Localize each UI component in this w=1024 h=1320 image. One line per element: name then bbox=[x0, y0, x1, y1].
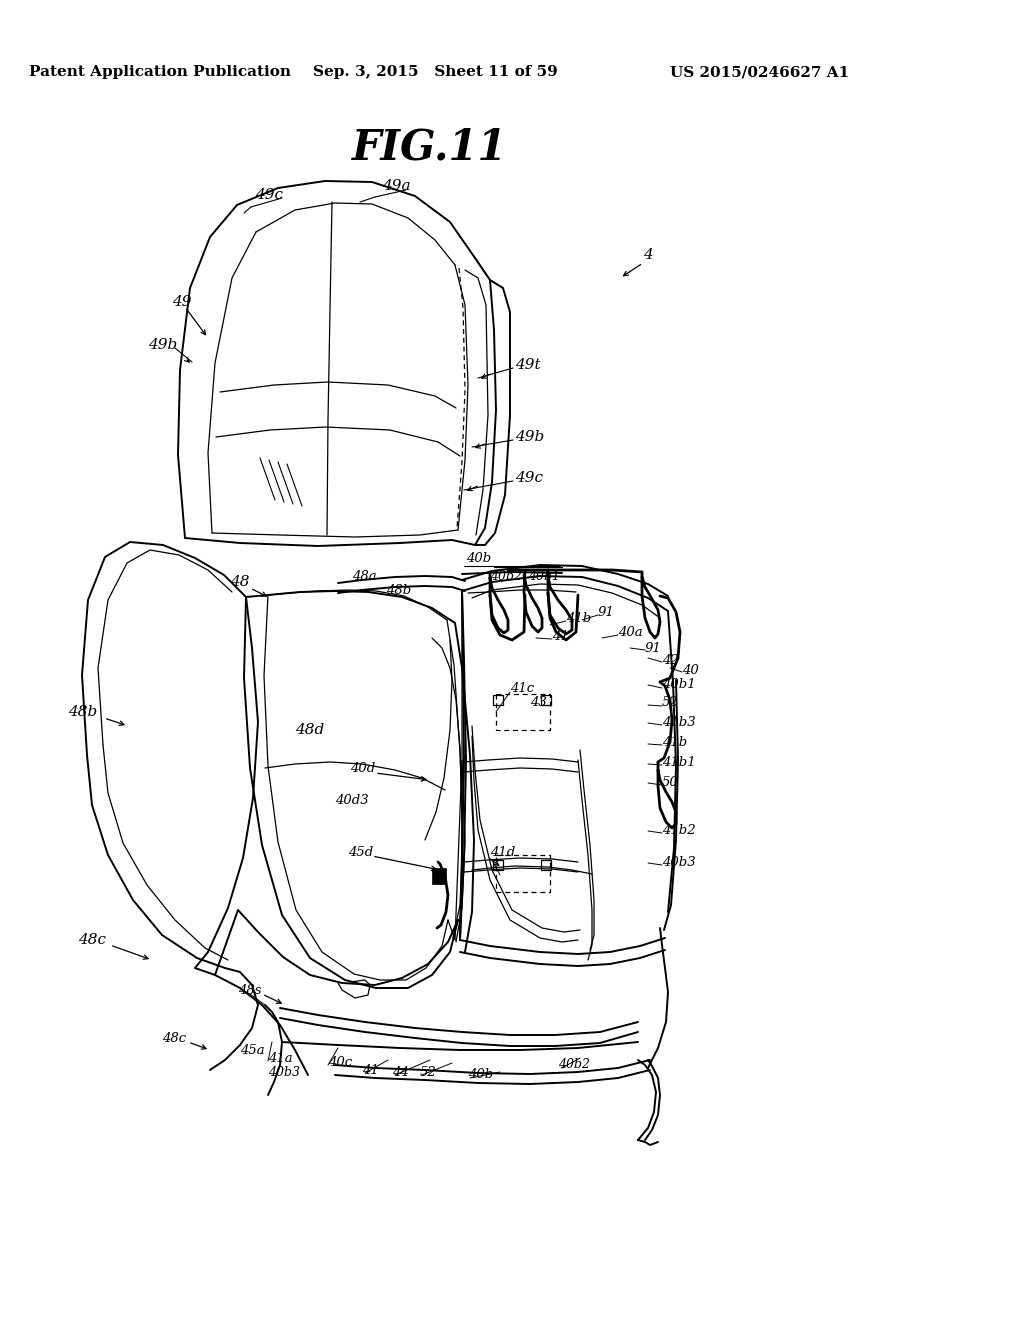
Text: 41: 41 bbox=[362, 1064, 379, 1077]
Text: 4: 4 bbox=[643, 248, 652, 261]
Text: 41: 41 bbox=[552, 630, 568, 643]
Text: 40b1: 40b1 bbox=[662, 678, 695, 692]
Text: 40: 40 bbox=[682, 664, 698, 676]
Text: 41b1: 41b1 bbox=[662, 755, 695, 768]
Text: 50: 50 bbox=[662, 776, 679, 788]
Text: 40d3: 40d3 bbox=[335, 793, 369, 807]
Text: 49c: 49c bbox=[515, 471, 543, 484]
Text: 41c: 41c bbox=[510, 681, 535, 694]
Text: 49c: 49c bbox=[255, 187, 283, 202]
Text: 41b: 41b bbox=[566, 611, 591, 624]
Text: Sep. 3, 2015   Sheet 11 of 59: Sep. 3, 2015 Sheet 11 of 59 bbox=[312, 65, 557, 79]
Text: 52: 52 bbox=[420, 1065, 437, 1078]
Text: 40b3: 40b3 bbox=[268, 1065, 300, 1078]
Text: 49t: 49t bbox=[515, 358, 541, 372]
Text: 42: 42 bbox=[662, 653, 679, 667]
Text: 91: 91 bbox=[598, 606, 614, 619]
Text: 40b3: 40b3 bbox=[662, 855, 695, 869]
Text: 48d: 48d bbox=[295, 723, 325, 737]
Text: 48b: 48b bbox=[68, 705, 97, 719]
Text: 40b: 40b bbox=[468, 1068, 494, 1081]
Text: 40c: 40c bbox=[328, 1056, 352, 1068]
Text: 41b: 41b bbox=[662, 735, 687, 748]
Bar bbox=[493, 861, 503, 870]
Text: 49b: 49b bbox=[515, 430, 544, 444]
Text: 40a: 40a bbox=[618, 626, 643, 639]
Text: 48c: 48c bbox=[78, 933, 106, 946]
Text: 91: 91 bbox=[645, 642, 662, 655]
Text: 40b2: 40b2 bbox=[490, 569, 522, 582]
Text: 40d: 40d bbox=[350, 762, 375, 775]
Text: 48c: 48c bbox=[162, 1031, 186, 1044]
Text: 52: 52 bbox=[662, 697, 679, 710]
Text: 48b: 48b bbox=[386, 583, 412, 597]
Text: 45a: 45a bbox=[240, 1044, 264, 1056]
Text: 43: 43 bbox=[530, 697, 547, 710]
Bar bbox=[541, 696, 551, 705]
Text: 44: 44 bbox=[392, 1065, 409, 1078]
Text: 49b: 49b bbox=[148, 338, 177, 352]
Text: US 2015/0246627 A1: US 2015/0246627 A1 bbox=[671, 65, 850, 79]
Text: 41d: 41d bbox=[490, 846, 515, 858]
Text: 41b3: 41b3 bbox=[662, 715, 695, 729]
Text: 40b1: 40b1 bbox=[528, 569, 560, 582]
Text: 49: 49 bbox=[172, 294, 191, 309]
Text: 48s: 48s bbox=[238, 983, 261, 997]
Text: FIG.11: FIG.11 bbox=[352, 127, 508, 169]
Text: 45d: 45d bbox=[348, 846, 374, 858]
Bar bbox=[432, 869, 446, 884]
Text: 41b2: 41b2 bbox=[662, 824, 695, 837]
Bar bbox=[493, 696, 503, 705]
Text: 48a: 48a bbox=[352, 569, 377, 582]
Text: 48: 48 bbox=[230, 576, 250, 589]
Bar bbox=[541, 861, 551, 870]
Text: 49a: 49a bbox=[382, 180, 411, 193]
Text: 41a: 41a bbox=[268, 1052, 293, 1064]
Text: 40b2: 40b2 bbox=[558, 1059, 590, 1072]
Text: 40b: 40b bbox=[466, 553, 492, 565]
Text: Patent Application Publication: Patent Application Publication bbox=[29, 65, 291, 79]
